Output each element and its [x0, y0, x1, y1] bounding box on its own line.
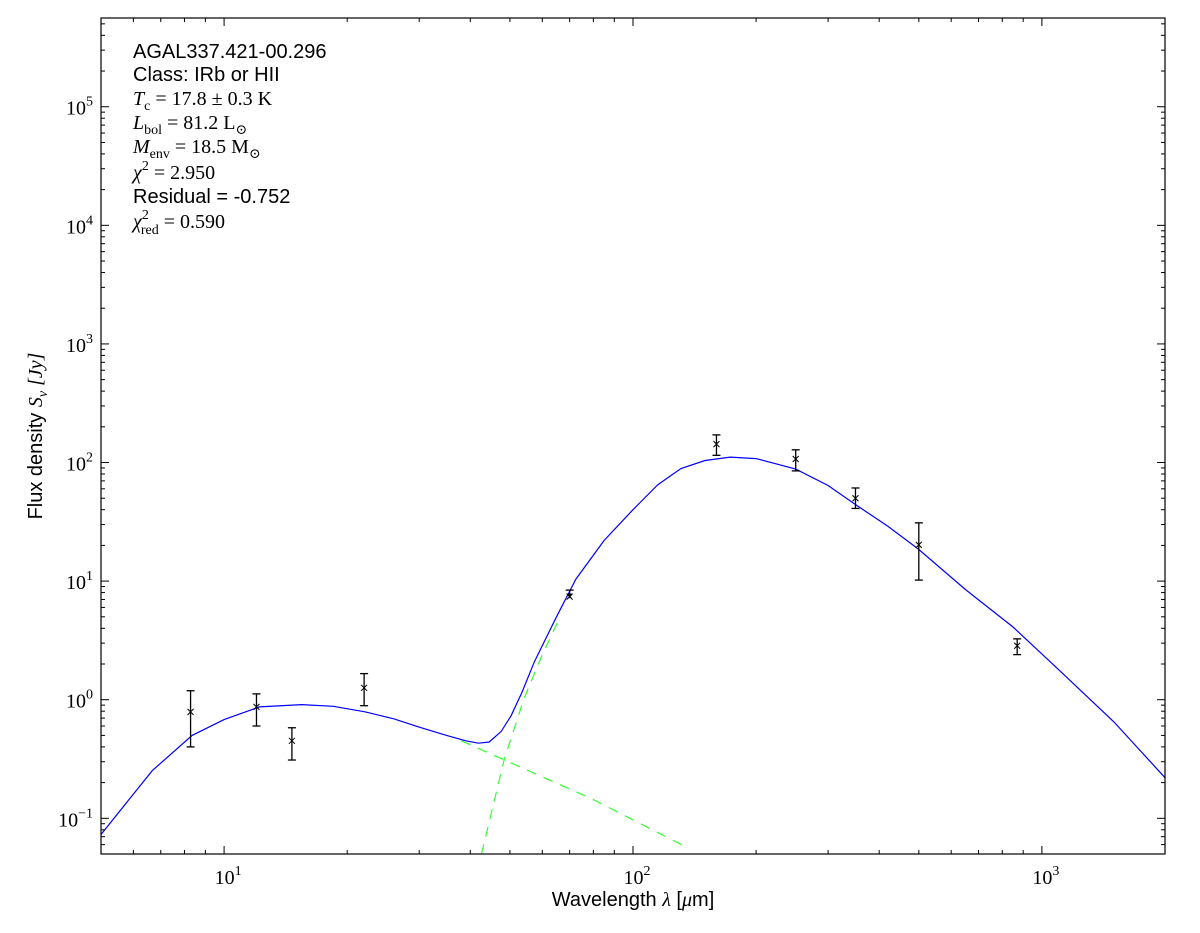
warm-component-curve — [460, 740, 686, 847]
x-marker — [360, 684, 368, 692]
model-curves — [101, 456, 1165, 854]
tick-base: 10 — [66, 98, 86, 120]
data-point — [252, 693, 261, 727]
tick-base: 10 — [624, 867, 644, 889]
x-tick-label: 103 — [1032, 864, 1059, 889]
math-symbol: χ — [131, 162, 143, 184]
tick-exponent: 1 — [235, 864, 242, 879]
data-point — [360, 672, 369, 707]
tick-exponent: −1 — [78, 806, 93, 821]
data-point — [791, 449, 800, 472]
tick-exponent: 4 — [86, 213, 93, 228]
tick-base: 10 — [66, 691, 86, 713]
x-tick-label: 101 — [215, 864, 242, 889]
tick-exponent: 1 — [86, 569, 93, 584]
data-point — [851, 487, 860, 510]
annotation-line: Lbol = 81.2 L⊙ — [132, 112, 247, 138]
annotation-line: χ2 = 2.950 — [131, 159, 215, 184]
x-tick-label: 102 — [624, 864, 651, 889]
math-sub: ⊙ — [236, 123, 248, 138]
x-marker — [852, 494, 859, 502]
annotation-line: Menv = 18.5 M⊙ — [132, 136, 261, 162]
y-tick-label: 104 — [66, 213, 93, 238]
total-model-curve — [101, 456, 1165, 835]
tick-base: 10 — [66, 335, 86, 357]
tick-base: 10 — [1032, 867, 1052, 889]
math-symbol: L — [132, 112, 144, 134]
y-tick-label: 100 — [66, 688, 93, 713]
math-rest: = 18.5 M — [170, 136, 249, 158]
math-sub: env — [150, 147, 170, 162]
x-marker — [187, 708, 194, 716]
tick-base: 10 — [66, 572, 86, 594]
x-marker — [253, 703, 260, 711]
y-tick-label: 103 — [66, 332, 93, 357]
tick-exponent: 2 — [86, 451, 93, 466]
data-points — [186, 434, 1022, 761]
tick-exponent: 2 — [644, 864, 651, 879]
data-point — [186, 690, 195, 748]
y-tick-label: 102 — [66, 451, 93, 476]
annotation-line: Residual = -0.752 — [133, 186, 290, 208]
x-marker — [713, 440, 720, 448]
math-symbol: χ — [131, 211, 143, 233]
plot-frame — [100, 17, 1166, 855]
tick-base: 10 — [58, 809, 78, 831]
y-axis-label: Flux density Sν [Jy] — [25, 353, 51, 520]
data-point — [1013, 638, 1022, 656]
annotation-line: AGAL337.421-00.296 — [133, 41, 327, 63]
math-sup: 2 — [142, 159, 149, 174]
tick-base: 10 — [215, 867, 235, 889]
x-marker — [1013, 642, 1021, 650]
x-marker — [288, 737, 296, 745]
data-point — [914, 522, 923, 581]
axis-ticks — [100, 18, 1166, 855]
math-sub: c — [144, 99, 150, 114]
x-marker — [566, 593, 574, 600]
cold-component-curve — [480, 618, 560, 854]
tick-base: 10 — [66, 216, 86, 238]
math-sub: red — [141, 223, 159, 238]
math-rest: = 81.2 L — [162, 112, 236, 134]
tick-exponent: 3 — [86, 332, 93, 347]
data-point — [565, 589, 574, 600]
math-rest: = 17.8 ± 0.3 K — [150, 88, 272, 110]
tick-exponent: 0 — [86, 688, 93, 703]
math-symbol: M — [132, 136, 151, 158]
math-sub: bol — [144, 123, 162, 138]
data-point — [712, 434, 721, 456]
tick-base: 10 — [66, 454, 86, 476]
x-axis-label: Wavelength λ [μm] — [552, 889, 715, 911]
tick-exponent: 5 — [86, 95, 93, 110]
annotation-line: χ2 red = 0.590 — [131, 208, 225, 238]
math-sup: 2 — [142, 208, 149, 223]
annotation-line: Class: IRb or HII — [133, 64, 280, 86]
y-tick-label: 10−1 — [58, 806, 93, 831]
math-rest: = 2.950 — [149, 162, 215, 184]
math-rest: = 0.590 — [159, 211, 225, 233]
tick-exponent: 3 — [1052, 864, 1059, 879]
data-point — [287, 727, 296, 761]
y-tick-label: 101 — [66, 569, 93, 594]
x-marker — [915, 541, 923, 549]
math-sub: ⊙ — [249, 147, 261, 162]
annotation-line: Tc = 17.8 ± 0.3 K — [133, 88, 273, 114]
y-tick-label: 105 — [66, 95, 93, 120]
x-marker — [792, 455, 800, 463]
math-symbol: T — [133, 88, 146, 110]
